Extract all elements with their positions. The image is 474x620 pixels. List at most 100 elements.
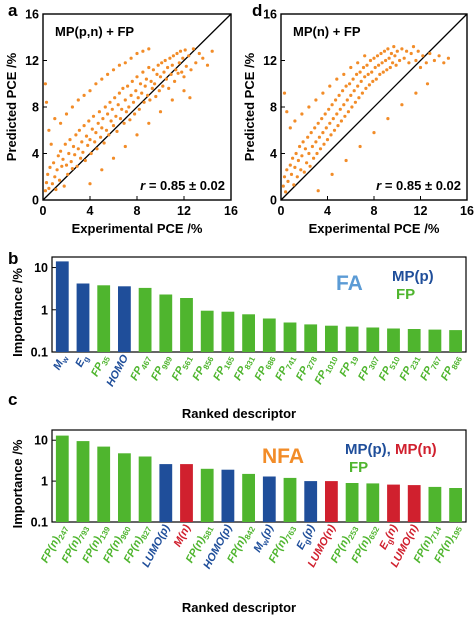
bar bbox=[242, 473, 255, 522]
bar bbox=[283, 322, 297, 352]
data-point bbox=[323, 112, 327, 116]
data-point bbox=[391, 61, 395, 65]
category-label-sub: 960 bbox=[119, 525, 133, 541]
data-point bbox=[94, 82, 98, 86]
data-point bbox=[88, 182, 92, 186]
data-point bbox=[338, 107, 342, 111]
plot-frame bbox=[51, 429, 467, 523]
bar bbox=[283, 477, 297, 522]
category-label-sub: 831 bbox=[243, 355, 257, 371]
chart-title: MP(n) + FP bbox=[293, 24, 361, 39]
y-tick-label: 16 bbox=[25, 8, 39, 22]
y-axis-label: Predicted PCE /% bbox=[4, 52, 19, 161]
category-label: FP856 bbox=[190, 352, 215, 383]
data-point bbox=[156, 63, 160, 67]
data-point bbox=[123, 61, 127, 65]
data-point bbox=[61, 157, 65, 161]
data-point bbox=[341, 89, 345, 93]
data-point bbox=[169, 72, 173, 76]
data-point bbox=[366, 72, 370, 76]
category-label-sub: 253 bbox=[346, 525, 360, 541]
x-tick-label: 16 bbox=[224, 204, 238, 218]
data-point bbox=[164, 77, 168, 81]
data-point bbox=[285, 110, 289, 114]
bar bbox=[387, 328, 400, 352]
data-point bbox=[88, 138, 92, 142]
data-point bbox=[147, 121, 151, 125]
bar bbox=[97, 285, 111, 352]
data-point bbox=[62, 184, 66, 188]
category-label-sub: 767 bbox=[429, 355, 443, 371]
category-label-sub: 165 bbox=[222, 355, 236, 371]
data-point bbox=[380, 61, 384, 65]
data-point bbox=[64, 163, 69, 167]
category-label-sub: 139 bbox=[98, 525, 112, 541]
data-point bbox=[358, 144, 362, 149]
data-point bbox=[64, 112, 69, 116]
category-label-sub: 714 bbox=[429, 525, 443, 541]
category-label-sub: w bbox=[59, 354, 71, 365]
data-point bbox=[144, 77, 148, 81]
data-point bbox=[348, 82, 352, 86]
data-point bbox=[361, 65, 366, 70]
y-tick-label: 10 bbox=[34, 261, 48, 275]
data-point bbox=[182, 75, 186, 79]
data-point bbox=[148, 98, 152, 102]
data-point bbox=[315, 151, 319, 156]
data-point bbox=[328, 121, 332, 125]
data-point bbox=[114, 114, 118, 118]
bar bbox=[180, 464, 193, 522]
bar bbox=[180, 298, 193, 352]
data-point bbox=[421, 54, 425, 58]
data-point bbox=[293, 165, 297, 169]
data-point bbox=[363, 75, 367, 79]
data-point bbox=[321, 91, 325, 95]
data-point bbox=[351, 77, 355, 81]
data-point bbox=[82, 124, 86, 128]
category-label-sub: 510 bbox=[388, 355, 402, 371]
data-point bbox=[115, 129, 119, 133]
data-point bbox=[103, 105, 107, 109]
data-point bbox=[63, 142, 67, 146]
data-point bbox=[312, 156, 316, 160]
data-point bbox=[147, 47, 151, 51]
y-tick-label: 0 bbox=[32, 194, 39, 208]
data-point bbox=[388, 65, 392, 70]
y-tick-label: 16 bbox=[263, 8, 277, 22]
data-point bbox=[135, 75, 139, 79]
data-point bbox=[210, 49, 214, 53]
data-point bbox=[343, 114, 347, 118]
data-point bbox=[73, 153, 77, 157]
category-label-sub: 652 bbox=[367, 525, 381, 541]
data-point bbox=[350, 105, 354, 109]
data-point bbox=[91, 114, 96, 118]
data-point bbox=[416, 49, 420, 53]
category-label-sub: 686 bbox=[264, 355, 278, 371]
x-tick-label: 12 bbox=[177, 204, 191, 218]
data-point bbox=[75, 164, 79, 168]
data-point bbox=[300, 154, 304, 158]
data-point bbox=[398, 58, 402, 63]
data-point bbox=[113, 96, 117, 100]
category-label-sub: 842 bbox=[243, 525, 257, 541]
x-tick-label: 0 bbox=[40, 204, 47, 218]
data-point bbox=[154, 94, 158, 99]
category-label-sub: 307 bbox=[367, 355, 381, 371]
data-point bbox=[47, 128, 51, 132]
data-point bbox=[335, 77, 339, 81]
bar bbox=[449, 330, 462, 352]
data-point bbox=[382, 49, 387, 53]
data-point bbox=[337, 93, 341, 97]
data-point bbox=[77, 128, 81, 132]
data-point bbox=[336, 124, 340, 128]
data-point bbox=[344, 84, 348, 88]
data-point bbox=[99, 135, 103, 139]
data-point bbox=[79, 156, 83, 160]
scatter-panel-a: 0 4 8 12 16 0 4 8 12 16 Experimental PCE /% Predict… bbox=[4, 8, 238, 237]
data-point bbox=[153, 82, 157, 86]
data-point bbox=[327, 107, 331, 111]
data-point bbox=[288, 126, 292, 130]
x-axis-label: Ranked descriptor bbox=[182, 600, 296, 615]
data-point bbox=[294, 151, 298, 156]
data-point bbox=[131, 100, 136, 104]
